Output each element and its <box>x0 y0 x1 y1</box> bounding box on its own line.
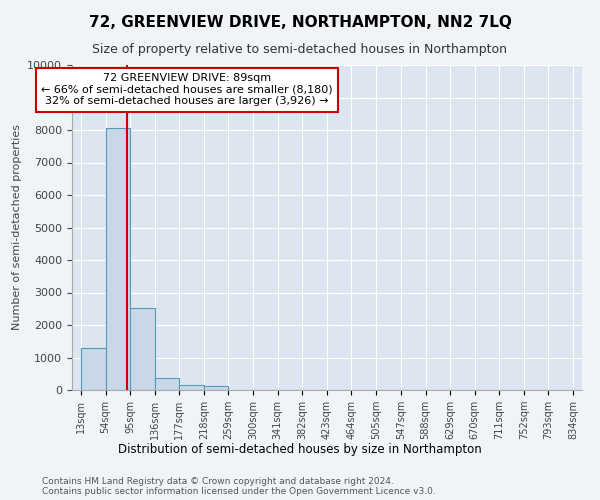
Text: Contains HM Land Registry data © Crown copyright and database right 2024.: Contains HM Land Registry data © Crown c… <box>42 478 394 486</box>
Bar <box>179 385 204 390</box>
Y-axis label: Number of semi-detached properties: Number of semi-detached properties <box>12 124 22 330</box>
Text: 72, GREENVIEW DRIVE, NORTHAMPTON, NN2 7LQ: 72, GREENVIEW DRIVE, NORTHAMPTON, NN2 7L… <box>89 15 511 30</box>
Bar <box>155 378 179 390</box>
Text: Contains public sector information licensed under the Open Government Licence v3: Contains public sector information licen… <box>42 488 436 496</box>
Text: Distribution of semi-detached houses by size in Northampton: Distribution of semi-detached houses by … <box>118 442 482 456</box>
Text: 72 GREENVIEW DRIVE: 89sqm
← 66% of semi-detached houses are smaller (8,180)
32% : 72 GREENVIEW DRIVE: 89sqm ← 66% of semi-… <box>41 73 333 106</box>
Bar <box>130 308 155 390</box>
Bar <box>204 386 229 390</box>
Text: Size of property relative to semi-detached houses in Northampton: Size of property relative to semi-detach… <box>92 42 508 56</box>
Bar <box>106 128 130 390</box>
Bar <box>81 348 106 390</box>
